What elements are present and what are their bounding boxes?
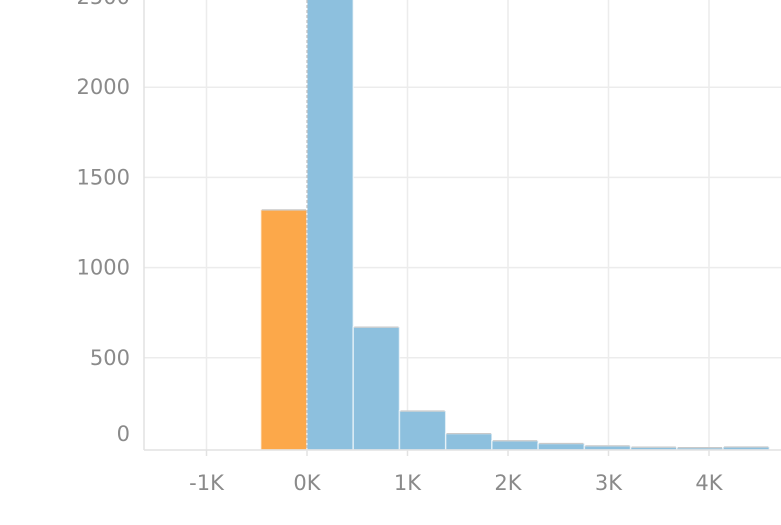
- histogram-bar[interactable]: [306, 0, 354, 451]
- y-tick-label: 0: [117, 422, 130, 446]
- histogram-bar[interactable]: [352, 326, 401, 451]
- x-tick-label: 4K: [695, 471, 723, 495]
- y-tick-label: 500: [90, 346, 130, 370]
- x-tick-label: 0K: [293, 471, 321, 495]
- x-tick-label: 1K: [394, 471, 422, 495]
- histogram-bar[interactable]: [398, 410, 447, 451]
- x-tick-label: 3K: [595, 471, 623, 495]
- tick-labels: 0 500 1000 1500 2000 2500 -1K 0K 1K 2K 3K 4K: [77, 0, 724, 495]
- x-tick-label: -1K: [189, 471, 225, 495]
- x-tick-label: 2K: [494, 471, 522, 495]
- y-tick-label: 1500: [77, 165, 130, 189]
- y-tick-label: 2500: [77, 0, 130, 9]
- histogram-bar[interactable]: [444, 432, 493, 451]
- y-tick-label: 1000: [77, 256, 130, 280]
- histogram-bar[interactable]: [260, 209, 308, 451]
- bars: [260, 0, 771, 451]
- y-tick-label: 2000: [77, 75, 130, 99]
- histogram-bar[interactable]: [537, 442, 586, 451]
- axes: [143, 0, 781, 451]
- histogram-bar[interactable]: [491, 440, 539, 451]
- grid-lines: [144, 0, 781, 456]
